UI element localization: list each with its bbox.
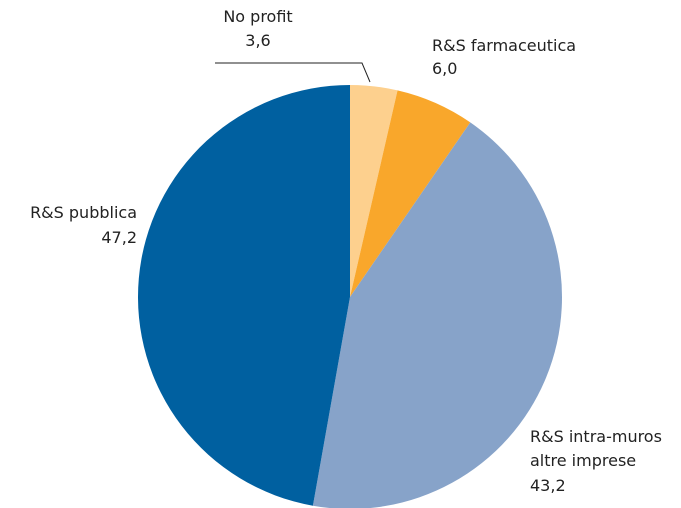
value-label: 47,2 xyxy=(101,228,137,247)
value-label: 3,6 xyxy=(245,31,270,50)
value-label: 6,0 xyxy=(432,59,457,78)
pie-slice xyxy=(312,122,562,508)
slice-label: R&S farmaceutica xyxy=(432,36,576,55)
slice-label: No profit xyxy=(223,7,292,26)
pie-slice xyxy=(350,90,471,298)
slice-label: R&S intra-muros altre imprese xyxy=(530,427,662,470)
value-label: 43,2 xyxy=(530,476,566,495)
pie-slice xyxy=(350,85,398,297)
leader-line xyxy=(215,62,371,83)
pie-slice xyxy=(137,85,350,506)
slice-label: R&S pubblica xyxy=(30,203,137,222)
